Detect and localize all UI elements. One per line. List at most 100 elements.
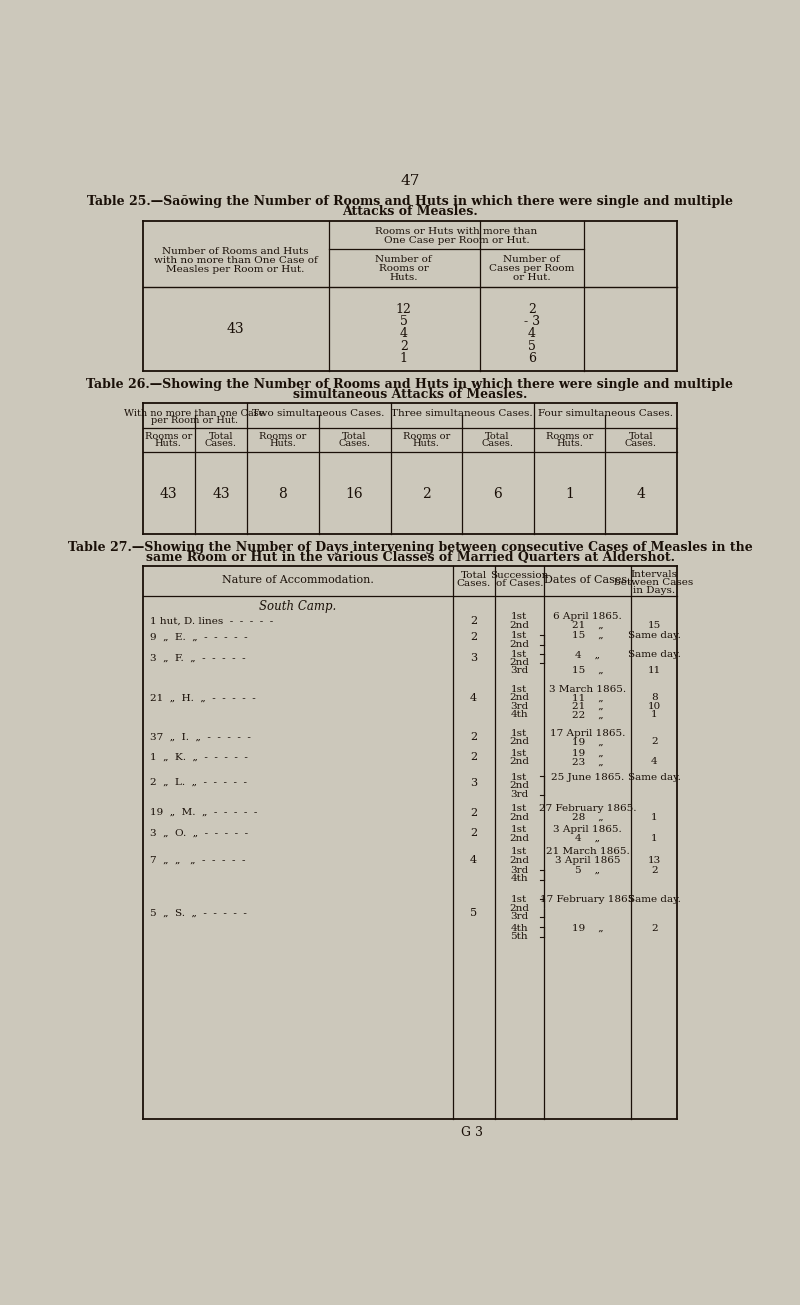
Text: Total: Total [209,432,233,441]
Text: 19    „: 19 „ [572,924,603,933]
Text: Cases.: Cases. [625,440,657,449]
Text: Huts.: Huts. [556,440,583,449]
Text: 43: 43 [212,487,230,501]
Text: 7  „  „   „  -  -  -  -  -: 7 „ „ „ - - - - - [150,856,246,865]
Text: 12: 12 [396,303,412,316]
Text: 6: 6 [493,487,502,501]
Text: Table 27.—Showing the Number of Days intervening between consecutive Cases of Me: Table 27.—Showing the Number of Days int… [68,542,752,555]
Text: 1: 1 [400,352,408,365]
Text: 1st: 1st [511,650,527,659]
Text: Two simultaneous Cases.: Two simultaneous Cases. [252,408,385,418]
Text: 5: 5 [528,339,536,352]
Text: 11: 11 [647,666,661,675]
Text: 43: 43 [159,487,177,501]
Text: Rooms or: Rooms or [546,432,594,441]
Text: Same day.: Same day. [628,895,681,904]
Text: Huts.: Huts. [154,440,182,449]
Text: 13: 13 [647,856,661,865]
Text: with no more than One Case of: with no more than One Case of [154,256,318,265]
Text: 1 hut, D. lines  -  -  -  -  -: 1 hut, D. lines - - - - - [150,616,274,625]
Text: Same day.: Same day. [628,650,681,659]
Text: 2: 2 [422,487,430,501]
Text: 1st: 1st [511,773,527,782]
Text: South Camp.: South Camp. [259,600,336,613]
Text: 2: 2 [528,303,536,316]
Text: 19    „: 19 „ [572,737,603,746]
Text: - 3: - 3 [524,315,540,328]
Text: 25 June 1865.: 25 June 1865. [551,773,624,782]
Text: 1st: 1st [511,612,527,621]
Text: 11    „: 11 „ [572,693,603,702]
Text: 19  „  M.  „  -  -  -  -  -: 19 „ M. „ - - - - - [150,808,258,817]
Text: 3rd: 3rd [510,790,529,799]
Text: 2nd: 2nd [510,813,530,822]
Text: 22    „: 22 „ [572,710,603,719]
Text: 2: 2 [470,808,477,818]
Text: Intervals: Intervals [630,570,678,579]
Text: Total: Total [342,432,366,441]
Text: 17 February 1865: 17 February 1865 [540,895,634,904]
Text: Three simultaneous Cases.: Three simultaneous Cases. [391,408,533,418]
Text: 28    „: 28 „ [572,813,603,822]
Text: Cases.: Cases. [457,579,490,589]
Text: 47: 47 [400,175,420,188]
Text: 1st: 1st [511,804,527,813]
Text: 2nd: 2nd [510,782,530,791]
Text: 3: 3 [470,778,477,788]
Text: Dates of Cases.: Dates of Cases. [544,576,630,585]
Text: 21    „: 21 „ [572,621,603,630]
Text: Rooms or Huts with more than: Rooms or Huts with more than [375,227,538,236]
Text: 4: 4 [528,328,536,341]
Text: 6 April 1865.: 6 April 1865. [553,612,622,621]
Text: 3rd: 3rd [510,702,529,711]
Text: 6: 6 [528,352,536,365]
Text: between Cases: between Cases [614,578,694,587]
Text: 3 March 1865.: 3 March 1865. [549,685,626,694]
Text: 3 April 1865.: 3 April 1865. [553,825,622,834]
Text: Rooms or: Rooms or [145,432,192,441]
Text: 19    „: 19 „ [572,749,603,758]
Text: 1st: 1st [511,895,527,904]
Text: Total: Total [629,432,654,441]
Text: Huts.: Huts. [270,440,296,449]
Text: Cases.: Cases. [205,440,237,449]
Text: 1st: 1st [511,749,527,758]
Text: 17 April 1865.: 17 April 1865. [550,728,625,737]
Text: Same day.: Same day. [628,632,681,639]
Text: 2: 2 [400,339,408,352]
Text: Rooms or: Rooms or [259,432,306,441]
Text: 4: 4 [651,757,658,766]
Text: 2nd: 2nd [510,856,530,865]
Text: Huts.: Huts. [413,440,440,449]
Text: 3rd: 3rd [510,867,529,874]
Text: Nature of Accommodation.: Nature of Accommodation. [222,576,374,585]
Text: Cases per Room: Cases per Room [489,264,574,273]
Text: simultaneous Attacks of Measles.: simultaneous Attacks of Measles. [293,388,527,401]
Text: 5: 5 [470,908,477,917]
Text: in Days.: in Days. [633,586,675,595]
Text: With no more than one Case: With no more than one Case [124,408,265,418]
Text: 4    „: 4 „ [575,650,600,659]
Text: 27 February 1865.: 27 February 1865. [538,804,636,813]
Text: 3: 3 [470,652,477,663]
Text: 4th: 4th [510,710,528,719]
Text: Four simultaneous Cases.: Four simultaneous Cases. [538,408,673,418]
Text: 43: 43 [227,322,245,337]
Text: 2: 2 [651,924,658,933]
Text: per Room or Hut.: per Room or Hut. [151,416,238,425]
Text: Table 26.—Showing the Number of Rooms and Huts in which there were single and mu: Table 26.—Showing the Number of Rooms an… [86,378,734,392]
Text: 4    „: 4 „ [575,834,600,843]
Text: 8: 8 [651,693,658,702]
Text: Total: Total [486,432,510,441]
Text: 4: 4 [637,487,646,501]
Text: 2: 2 [470,616,477,626]
Text: Rooms or: Rooms or [402,432,450,441]
Text: 2: 2 [470,752,477,762]
Text: of Cases.: of Cases. [495,579,543,589]
Text: 2: 2 [651,867,658,874]
Text: 2nd: 2nd [510,903,530,912]
Text: Number of: Number of [503,254,560,264]
Text: Measles per Room or Hut.: Measles per Room or Hut. [166,265,305,274]
Text: Same day.: Same day. [628,773,681,782]
Text: 2  „  L.  „  -  -  -  -  -: 2 „ L. „ - - - - - [150,778,247,787]
